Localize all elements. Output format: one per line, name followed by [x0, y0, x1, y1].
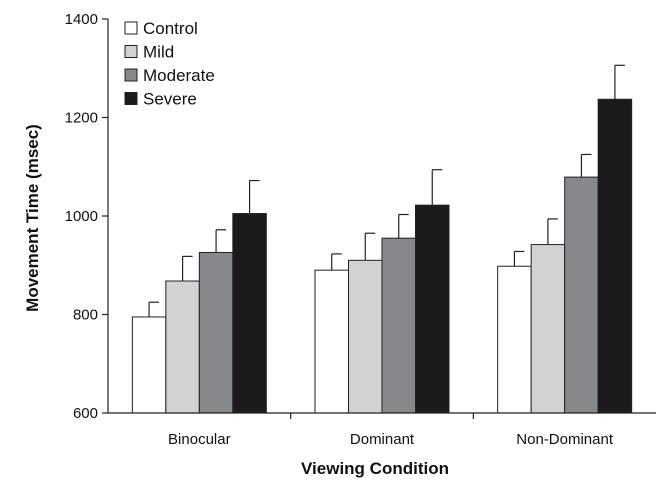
x-tick-label: Dominant [350, 431, 415, 448]
axes: 600 800 1000 1200 1400 Binocular Dominant Non-D… [65, 11, 656, 448]
bar-mild-binocular [165, 280, 200, 414]
y-axis-title: Movement Time (msec) [23, 124, 42, 312]
bar-severe-non-dominant [597, 98, 633, 414]
bar-moderate-non-dominant [564, 176, 599, 414]
legend-label-moderate: Moderate [143, 66, 215, 85]
legend-swatch-mild [124, 45, 138, 58]
legend: Control Mild Moderate Severe [124, 19, 215, 109]
legend-label-mild: Mild [143, 43, 174, 62]
bar-moderate-binocular [198, 251, 234, 414]
legend-swatch-severe [124, 92, 138, 105]
legend-label-severe: Severe [143, 90, 197, 109]
x-axis-title: Viewing Condition [301, 459, 449, 478]
bar-control-binocular [131, 316, 167, 414]
legend-swatch-moderate [124, 68, 138, 82]
x-tick-label: Binocular [168, 431, 231, 448]
y-tick-label: 1000 [65, 208, 98, 225]
y-tick-label: 1400 [65, 11, 98, 28]
x-tick-label: Non-Dominant [516, 431, 614, 448]
bar-moderate-dominant [381, 237, 416, 414]
bar-severe-dominant [415, 204, 450, 414]
y-tick-label: 800 [73, 307, 98, 324]
bar-mild-dominant [348, 259, 383, 414]
bar-control-dominant [314, 269, 349, 414]
legend-label-control: Control [143, 19, 198, 38]
bar-control-non-dominant [497, 265, 532, 414]
bar-mild-non-dominant [530, 244, 566, 414]
bars [131, 64, 633, 414]
legend-swatch-control [124, 21, 138, 35]
bar-severe-binocular [232, 213, 267, 414]
y-tick-label: 600 [73, 405, 98, 422]
y-tick-label: 1200 [65, 110, 98, 127]
